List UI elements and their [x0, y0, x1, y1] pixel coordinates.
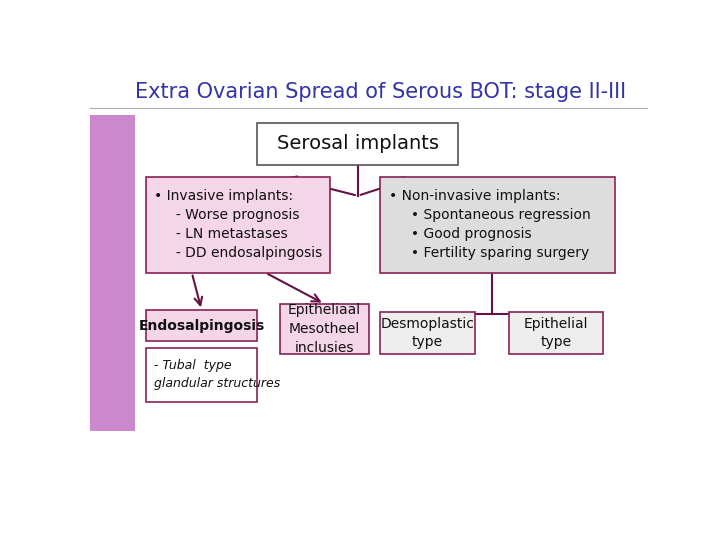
Text: • Invasive implants:
     - Worse prognosis
     - LN metastases
     - DD endos: • Invasive implants: - Worse prognosis -…: [154, 190, 323, 260]
Text: Endosalpingosis: Endosalpingosis: [138, 319, 265, 333]
Text: Epithelial
type: Epithelial type: [523, 316, 588, 349]
FancyBboxPatch shape: [145, 348, 258, 402]
Text: Serosal implants: Serosal implants: [276, 134, 439, 153]
Text: Extra Ovarian Spread of Serous BOT: stage II-III: Extra Ovarian Spread of Serous BOT: stag…: [135, 82, 626, 102]
Text: Desmoplastic
type: Desmoplastic type: [381, 316, 474, 349]
Text: Epitheliaal
Mesotheel
inclusies: Epitheliaal Mesotheel inclusies: [288, 303, 361, 355]
FancyBboxPatch shape: [258, 123, 458, 165]
FancyBboxPatch shape: [508, 312, 603, 354]
Text: - Tubal  type
glandular structures: - Tubal type glandular structures: [154, 359, 280, 390]
FancyBboxPatch shape: [145, 310, 258, 341]
Text: • Non-invasive implants:
     • Spontaneous regression
     • Good prognosis
   : • Non-invasive implants: • Spontaneous r…: [389, 190, 590, 260]
Bar: [90, 114, 135, 431]
FancyBboxPatch shape: [145, 177, 330, 273]
FancyBboxPatch shape: [280, 304, 369, 354]
FancyBboxPatch shape: [380, 177, 615, 273]
FancyBboxPatch shape: [380, 312, 475, 354]
